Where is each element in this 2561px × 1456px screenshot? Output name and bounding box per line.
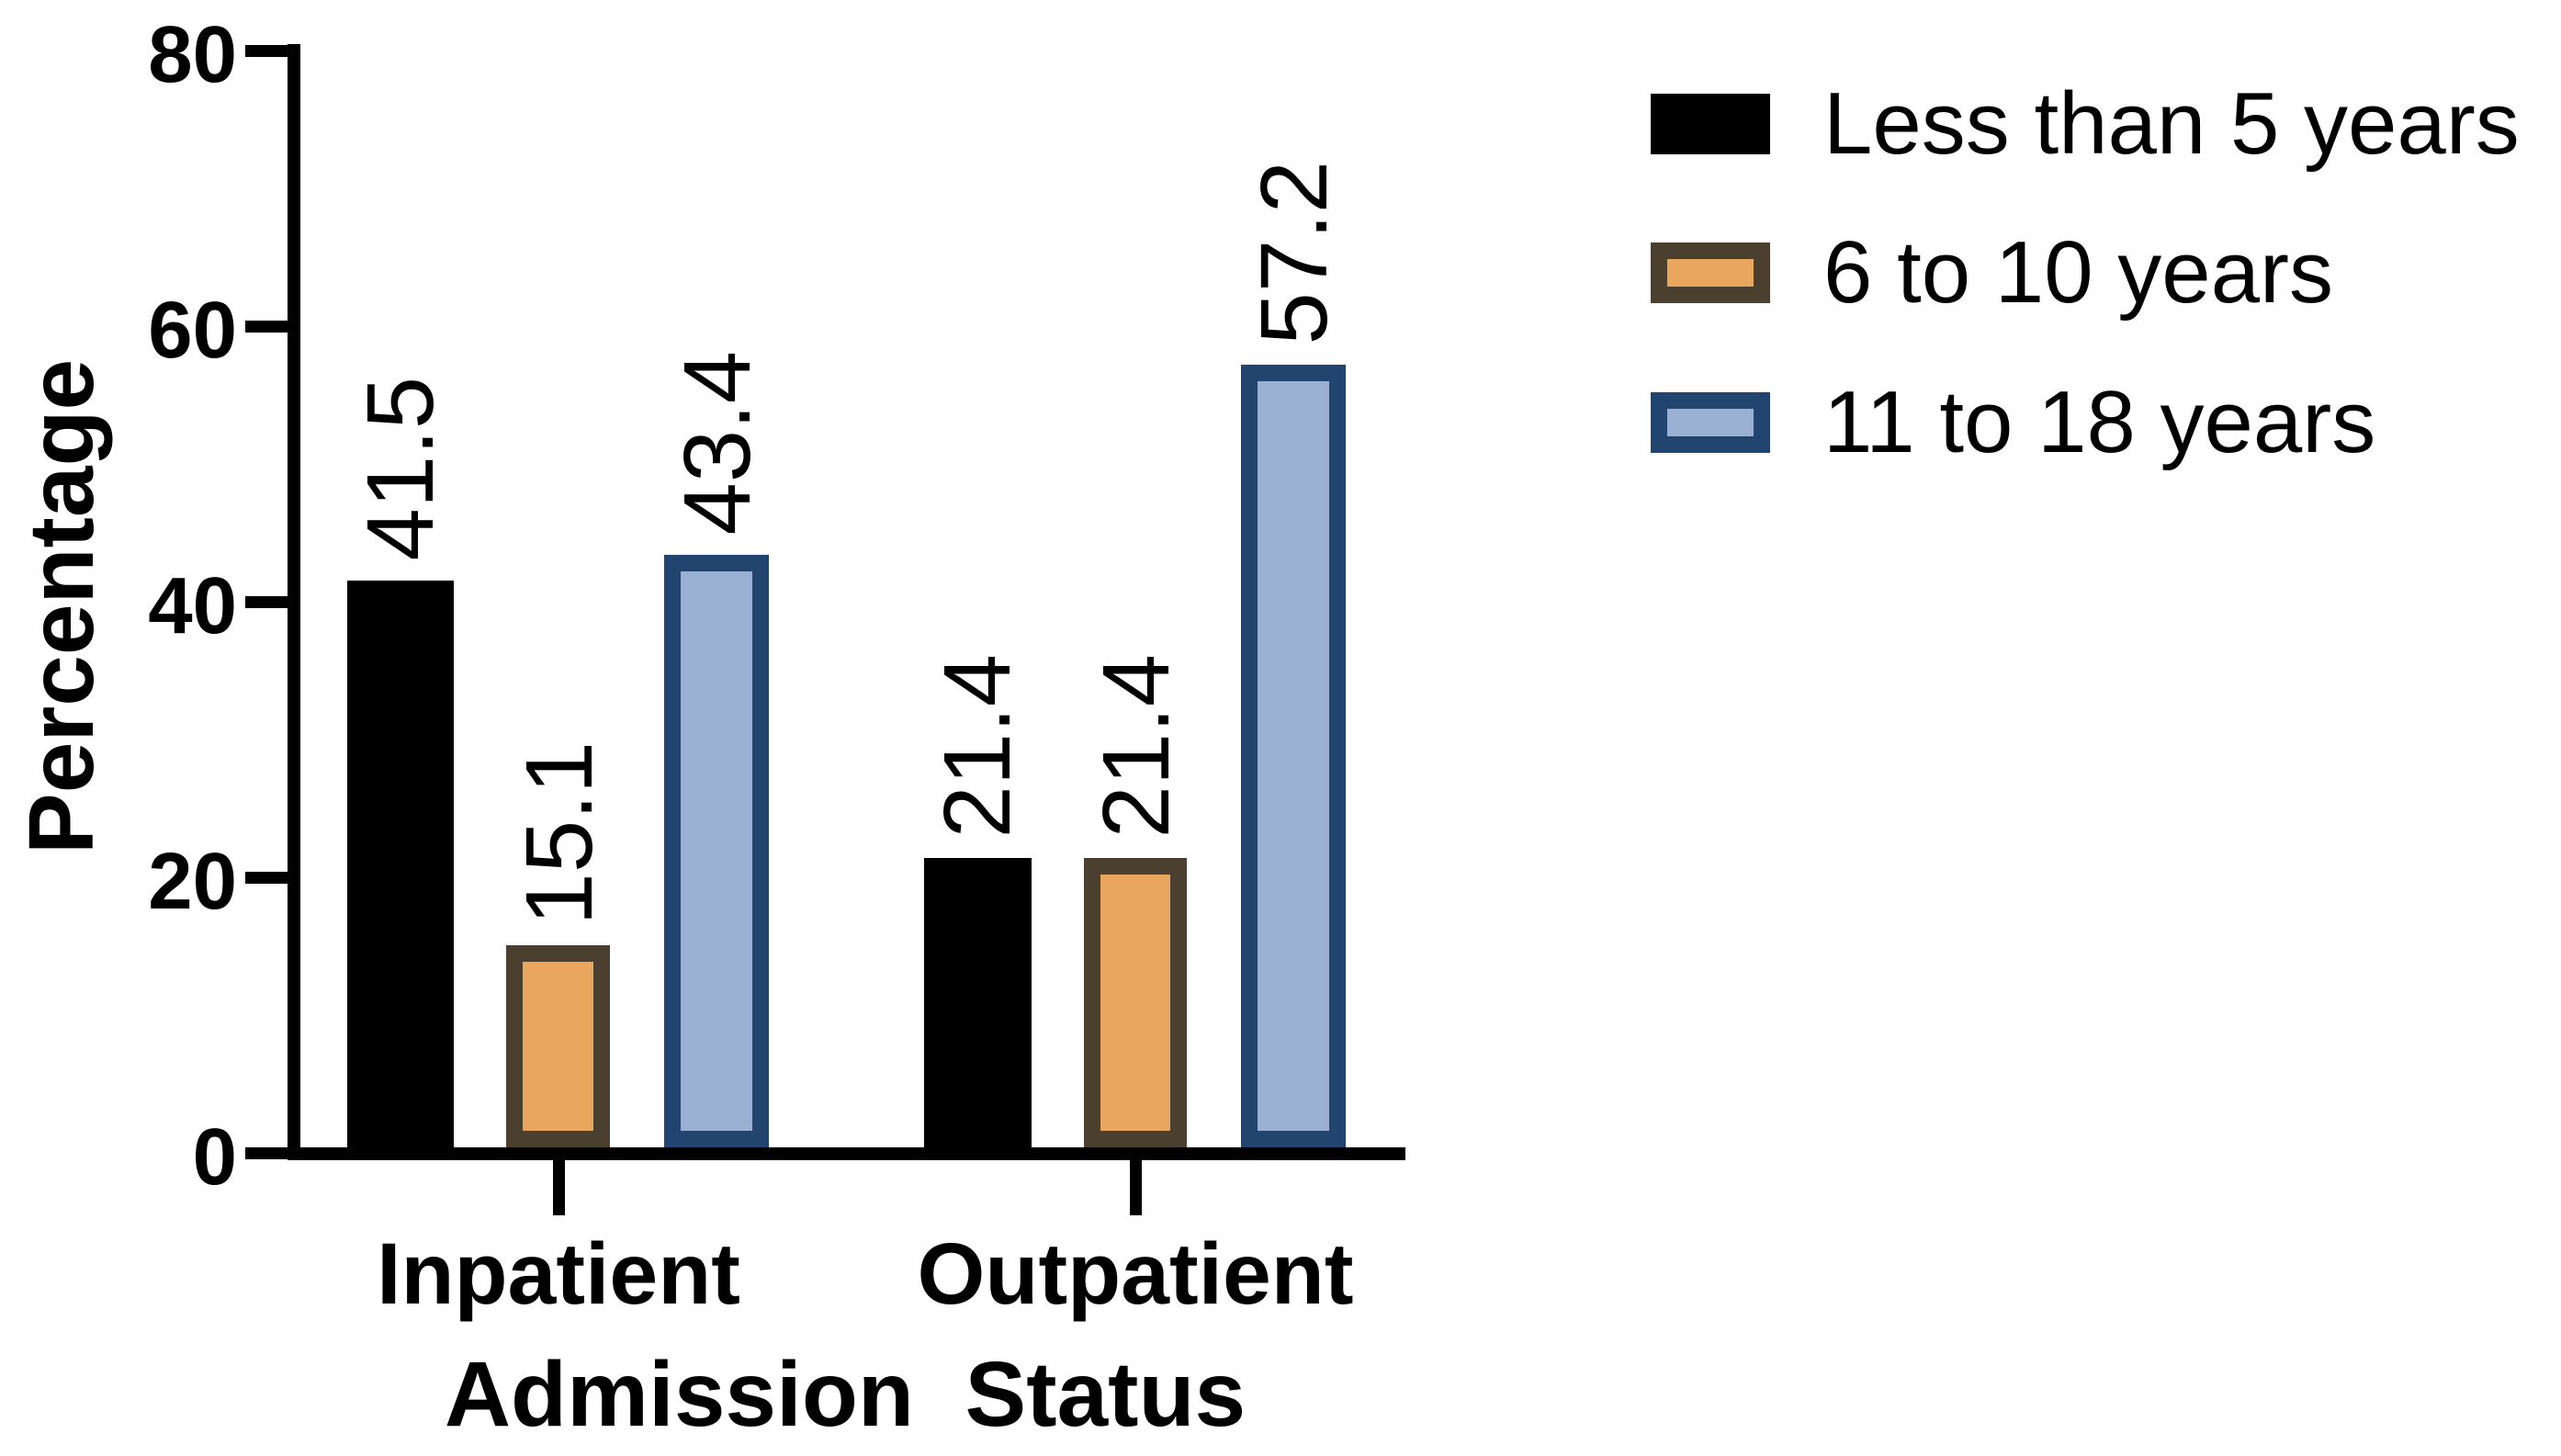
value-label-inpatient-less-than-5: 41.5: [347, 376, 453, 560]
category-label-inpatient: Inpatient: [377, 1225, 740, 1323]
value-label-inpatient-11-to-18: 43.4: [664, 350, 770, 535]
bar-inpatient-11-to-18: [664, 555, 769, 1147]
x-tick-outpatient: [1130, 1160, 1142, 1215]
legend-item-11-to-18: 11 to 18 years: [1651, 378, 2375, 467]
legend-swatch-6-to-10: [1651, 243, 1770, 303]
y-axis-line: [288, 44, 300, 1159]
bar-outpatient-11-to-18: [1241, 365, 1346, 1147]
legend-label-less-than-5: Less than 5 years: [1823, 74, 2520, 173]
legend-swatch-11-to-18: [1651, 392, 1770, 453]
legend-label-6-to-10: 6 to 10 years: [1823, 223, 2333, 322]
legend-item-less-than-5: Less than 5 years: [1651, 80, 2520, 168]
x-axis-title: Admission Status: [444, 1343, 1247, 1446]
value-label-inpatient-6-to-10: 15.1: [506, 740, 612, 925]
bar-inpatient-less-than-5: [347, 581, 454, 1147]
category-label-outpatient: Outpatient: [917, 1225, 1354, 1323]
bar-inpatient-6-to-10: [506, 945, 610, 1147]
y-tick-60: [245, 321, 288, 333]
y-tick-label-80: 80: [148, 10, 237, 99]
y-tick-label-20: 20: [148, 837, 237, 926]
legend-item-6-to-10: 6 to 10 years: [1651, 229, 2333, 317]
y-tick-label-40: 40: [148, 561, 237, 650]
legend-swatch-less-than-5: [1651, 94, 1770, 154]
y-tick-80: [245, 45, 288, 57]
y-tick-40: [245, 596, 288, 608]
bar-outpatient-less-than-5: [924, 858, 1032, 1147]
x-tick-inpatient: [553, 1160, 565, 1215]
value-label-outpatient-less-than-5: 21.4: [924, 653, 1030, 838]
bar-outpatient-6-to-10: [1084, 858, 1187, 1147]
x-axis-line: [288, 1147, 1405, 1160]
y-tick-label-60: 60: [148, 286, 237, 375]
value-label-outpatient-6-to-10: 21.4: [1083, 653, 1189, 838]
y-tick-label-0: 0: [192, 1112, 237, 1202]
legend-label-11-to-18: 11 to 18 years: [1823, 373, 2376, 471]
y-tick-0: [245, 1147, 288, 1159]
y-tick-20: [245, 872, 288, 884]
value-label-outpatient-11-to-18: 57.2: [1241, 160, 1347, 344]
